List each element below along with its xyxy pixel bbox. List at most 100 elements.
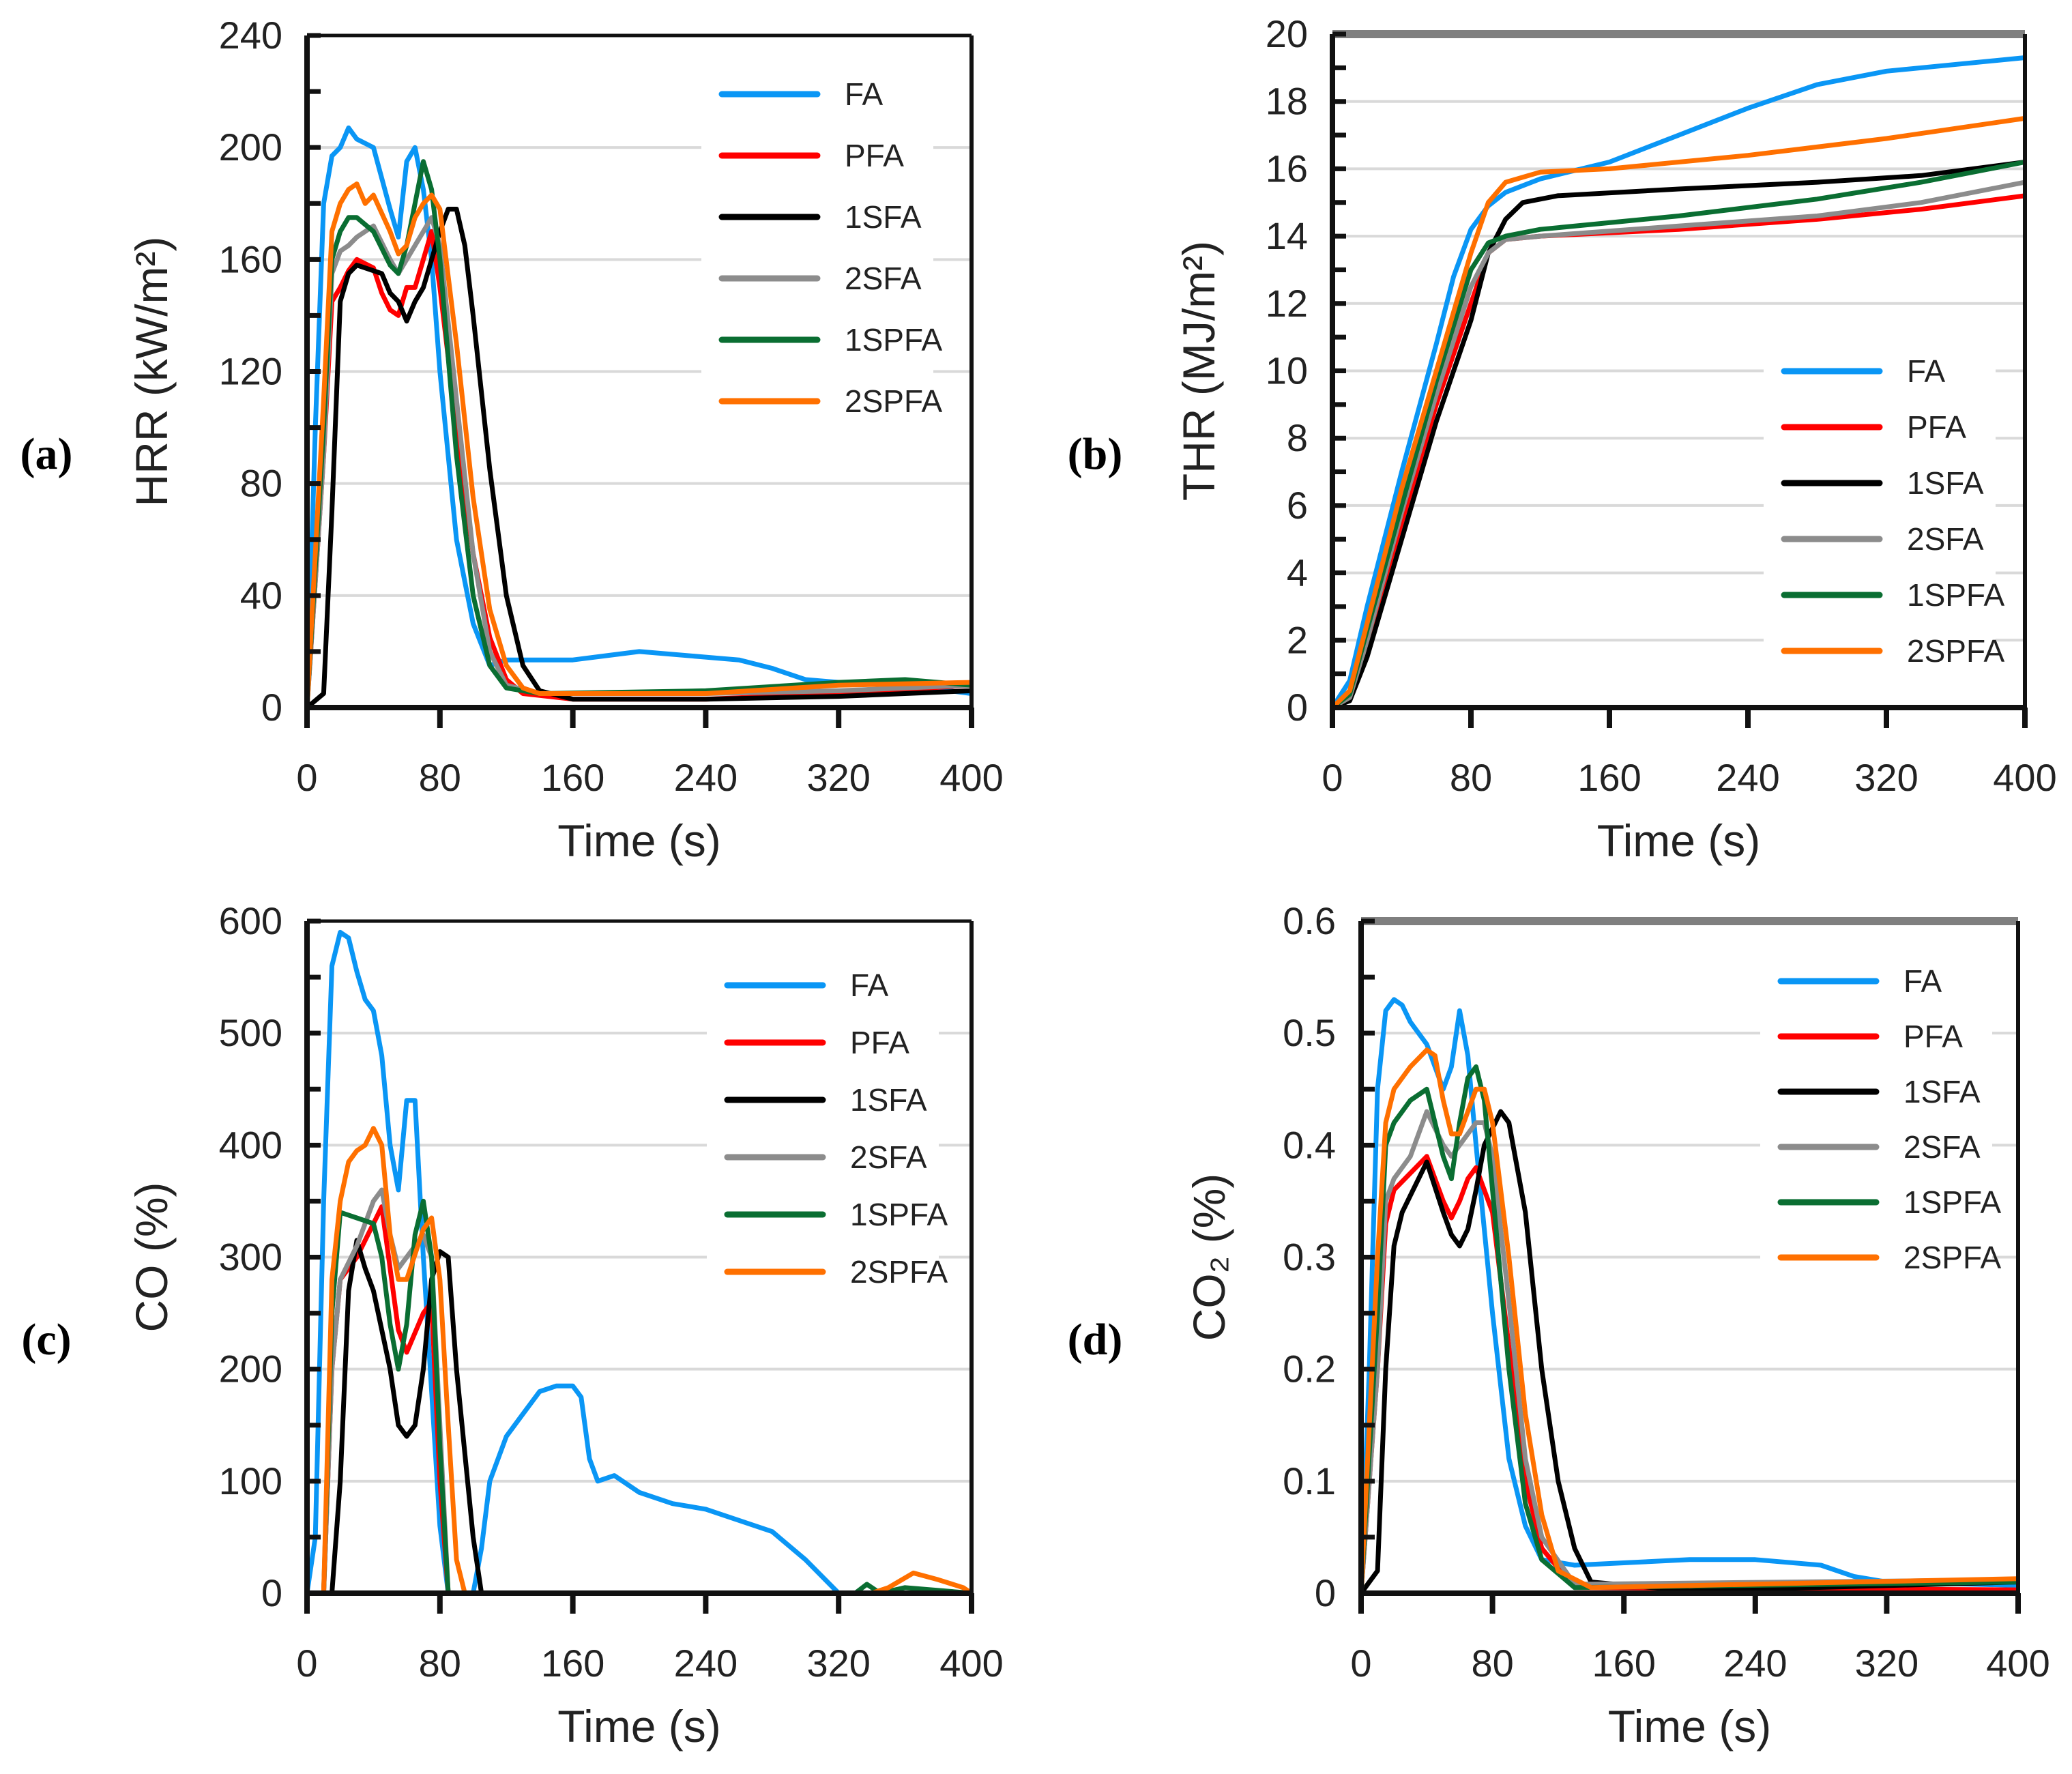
y-tick-label: 6	[1287, 484, 1308, 527]
legend: FA PFA 1SFA 2SFA 1SPFA 2SPFA	[701, 60, 943, 442]
y-tick-label: 0	[1287, 686, 1308, 729]
legend-label-FA: FA	[850, 968, 889, 1003]
panel-d-co2-chart: 0 0.1 0.2 0.3 0.4 0.5 0.6 0 80 160 240 320 400 Time (…	[1068, 899, 2050, 1751]
legend-label-PFA: PFA	[1903, 1019, 1963, 1054]
x-tick-label: 320	[806, 756, 870, 799]
legend-label-1SFA: 1SFA	[1903, 1074, 1981, 1109]
legend-label-2SPFA: 2SPFA	[1903, 1240, 2002, 1275]
legend-label-2SFA: 2SFA	[845, 261, 922, 296]
y-tick-label: 20	[1266, 12, 1308, 55]
series-line-1SPFA	[307, 1198, 972, 1596]
x-tick-label: 0	[296, 1642, 317, 1685]
x-tick-label: 80	[419, 756, 461, 799]
y-axis-title: THR (MJ/m²)	[1173, 241, 1224, 501]
y-tick-label: 10	[1266, 349, 1308, 392]
series-line-FA	[1358, 997, 2019, 1594]
legend-label-2SFA: 2SFA	[1907, 521, 1984, 557]
y-tick-label: 8	[1287, 416, 1308, 459]
x-axis-title: Time (s)	[557, 1701, 721, 1751]
series-line-2SFA	[1358, 1109, 2019, 1594]
x-tick-label: 400	[1993, 756, 2056, 799]
x-tick-label: 320	[1855, 1642, 1918, 1685]
y-tick-label: 0	[261, 1571, 282, 1614]
legend-label-PFA: PFA	[1907, 409, 1966, 445]
y-tick-label: 14	[1266, 214, 1308, 257]
y-tick-label: 120	[219, 350, 282, 393]
y-tick-label: 2	[1287, 618, 1308, 661]
y-tick-label: 200	[219, 126, 282, 169]
y-tick-label: 0.6	[1283, 899, 1336, 942]
x-tick-label: 80	[1471, 1642, 1513, 1685]
series-line-FA	[304, 929, 972, 1596]
x-tick-label: 160	[1577, 756, 1641, 799]
legend-label-1SPFA: 1SPFA	[845, 322, 943, 358]
y-tick-label: 80	[240, 462, 282, 505]
y-tick-label: 0.5	[1283, 1011, 1336, 1054]
panel-label: (b)	[1068, 429, 1123, 479]
legend-background	[1760, 947, 1992, 1292]
panel-label: (d)	[1068, 1315, 1123, 1365]
x-tick-label: 240	[1716, 756, 1779, 799]
x-tick-label: 400	[1986, 1642, 2049, 1685]
y-tick-label: 400	[219, 1123, 282, 1166]
x-tick-label: 80	[419, 1642, 461, 1685]
x-tick-label: 80	[1450, 756, 1492, 799]
y-tick-label: 240	[219, 14, 282, 57]
x-tick-label: 400	[939, 756, 1003, 799]
y-tick-label: 0.2	[1283, 1348, 1336, 1391]
x-tick-label: 0	[1322, 756, 1343, 799]
x-tick-label: 320	[1854, 756, 1918, 799]
series-line-1SFA	[305, 207, 972, 710]
x-tick-label: 240	[674, 756, 738, 799]
legend: FA PFA 1SFA 2SFA 1SPFA 2SPFA	[707, 951, 948, 1309]
legend-background	[1764, 337, 1996, 686]
legend-label-2SPFA: 2SPFA	[850, 1254, 948, 1290]
series-line-2SPFA	[307, 1126, 973, 1596]
x-tick-label: 160	[541, 756, 604, 799]
series-line-2SPFA	[304, 181, 972, 708]
x-tick-label: 160	[541, 1642, 604, 1685]
y-tick-label: 100	[219, 1459, 282, 1502]
y-axis-title: CO₂ (%)	[1184, 1174, 1234, 1341]
y-tick-label: 0.3	[1283, 1236, 1336, 1279]
legend-background	[701, 60, 933, 442]
legend-label-2SFA: 2SFA	[1903, 1129, 1981, 1165]
legend-label-PFA: PFA	[845, 138, 904, 173]
legend-label-1SFA: 1SFA	[850, 1082, 927, 1118]
y-tick-label: 12	[1266, 282, 1308, 325]
y-tick-label: 300	[219, 1236, 282, 1279]
y-tick-label: 40	[240, 574, 282, 617]
legend-label-2SPFA: 2SPFA	[845, 383, 943, 419]
x-tick-label: 240	[674, 1642, 738, 1685]
series-line-2SFA	[1331, 179, 2026, 710]
panel-b-thr-chart: 0 2 4 6 8 10 12 14 16 18 20 0 80 160 240 320 400 Time (s)…	[1068, 12, 2057, 866]
legend-label-1SFA: 1SFA	[845, 199, 922, 235]
series-line-2SPFA	[1330, 115, 2026, 710]
legend-label-2SPFA: 2SPFA	[1907, 633, 2005, 669]
series-line-1SFA	[307, 1238, 972, 1596]
y-tick-label: 500	[219, 1011, 282, 1054]
y-tick-label: 160	[219, 237, 282, 280]
legend-label-FA: FA	[845, 76, 884, 112]
legend-label-2SFA: 2SFA	[850, 1139, 927, 1175]
x-axis-title: Time (s)	[1608, 1701, 1772, 1751]
series-line-1SPFA	[1358, 1064, 2019, 1594]
series-line-PFA	[1358, 1154, 2019, 1594]
y-tick-label: 18	[1266, 80, 1308, 123]
legend: FA PFA 1SFA 2SFA 1SPFA 2SPFA	[1764, 337, 2005, 686]
y-tick-label: 0	[1315, 1571, 1336, 1614]
panel-a-hrr-chart: 0 40 80 120 160 200 240 0 80 160 240 320 400 Time (s)…	[20, 14, 1004, 866]
y-tick-label: 16	[1266, 147, 1308, 190]
x-tick-label: 400	[939, 1642, 1003, 1685]
legend-label-1SPFA: 1SPFA	[1903, 1184, 2002, 1220]
y-tick-label: 0.4	[1283, 1123, 1336, 1166]
panel-label: (c)	[21, 1315, 71, 1365]
y-tick-label: 0	[261, 686, 282, 729]
y-tick-label: 0.1	[1283, 1459, 1336, 1502]
x-tick-label: 240	[1723, 1642, 1787, 1685]
x-tick-label: 0	[296, 756, 317, 799]
legend-label-FA: FA	[1907, 353, 1946, 389]
x-axis-title: Time (s)	[557, 815, 721, 866]
legend-label-FA: FA	[1903, 963, 1942, 999]
